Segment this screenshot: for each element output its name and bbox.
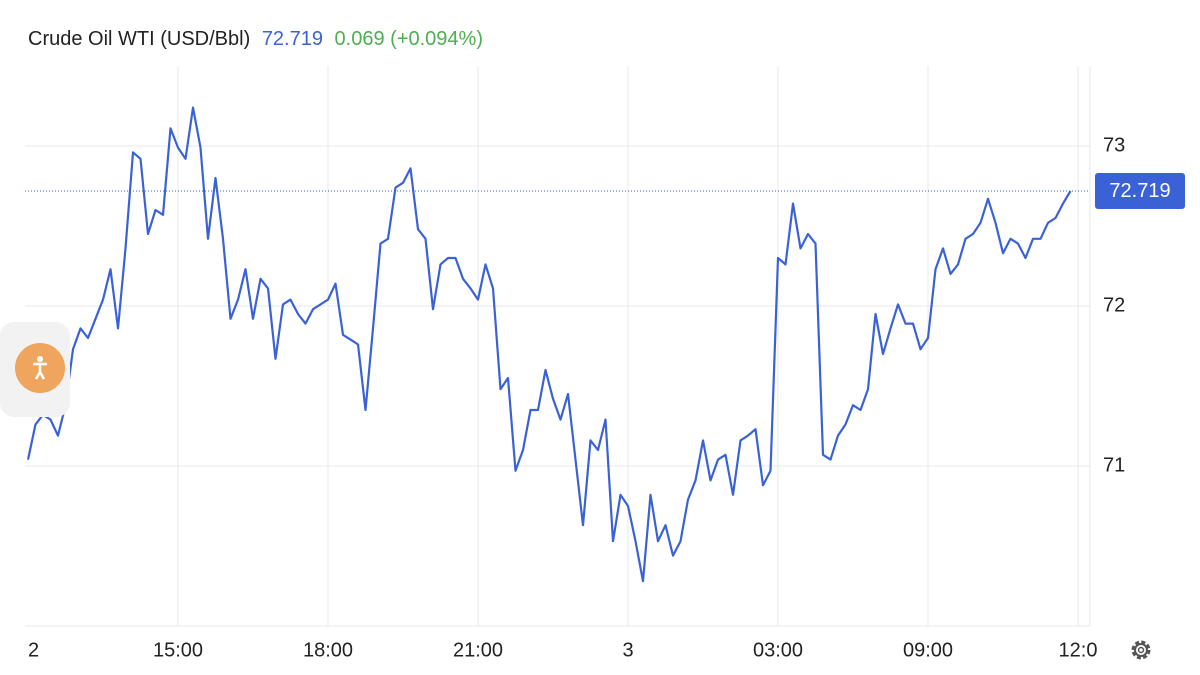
x-tick-label: 18:00 bbox=[303, 639, 353, 661]
last-price: 72.719 bbox=[262, 28, 323, 50]
x-tick-label: 12:0 bbox=[1059, 639, 1098, 661]
header: Crude Oil WTI (USD/Bbl) 72.719 0.069 (+0… bbox=[28, 28, 483, 50]
accessibility-icon-body bbox=[33, 362, 47, 380]
chart-title: Crude Oil WTI (USD/Bbl) bbox=[28, 28, 250, 50]
settings-button[interactable] bbox=[1131, 640, 1151, 660]
gear-teeth bbox=[1131, 640, 1151, 660]
accessibility-icon-head bbox=[37, 356, 43, 362]
x-tick-label: 21:00 bbox=[453, 639, 503, 661]
x-tick-label: 2 bbox=[28, 639, 39, 661]
x-tick-label: 15:00 bbox=[153, 639, 203, 661]
y-tick-label: 71 bbox=[1103, 454, 1125, 476]
x-tick-label: 3 bbox=[622, 639, 633, 661]
y-tick-label: 73 bbox=[1103, 134, 1125, 156]
gear-hole bbox=[1137, 646, 1145, 654]
price-line bbox=[26, 106, 1072, 583]
gear-body bbox=[1134, 643, 1148, 657]
y-tick-label: 72 bbox=[1103, 294, 1125, 316]
last-price-label: 72.719 bbox=[1109, 180, 1170, 202]
accessibility-button[interactable] bbox=[0, 322, 70, 417]
price-change: 0.069 (+0.094%) bbox=[335, 28, 483, 50]
x-tick-label: 09:00 bbox=[903, 639, 953, 661]
x-tick-label: 03:00 bbox=[753, 639, 803, 661]
last-price-box bbox=[1095, 172, 1185, 209]
